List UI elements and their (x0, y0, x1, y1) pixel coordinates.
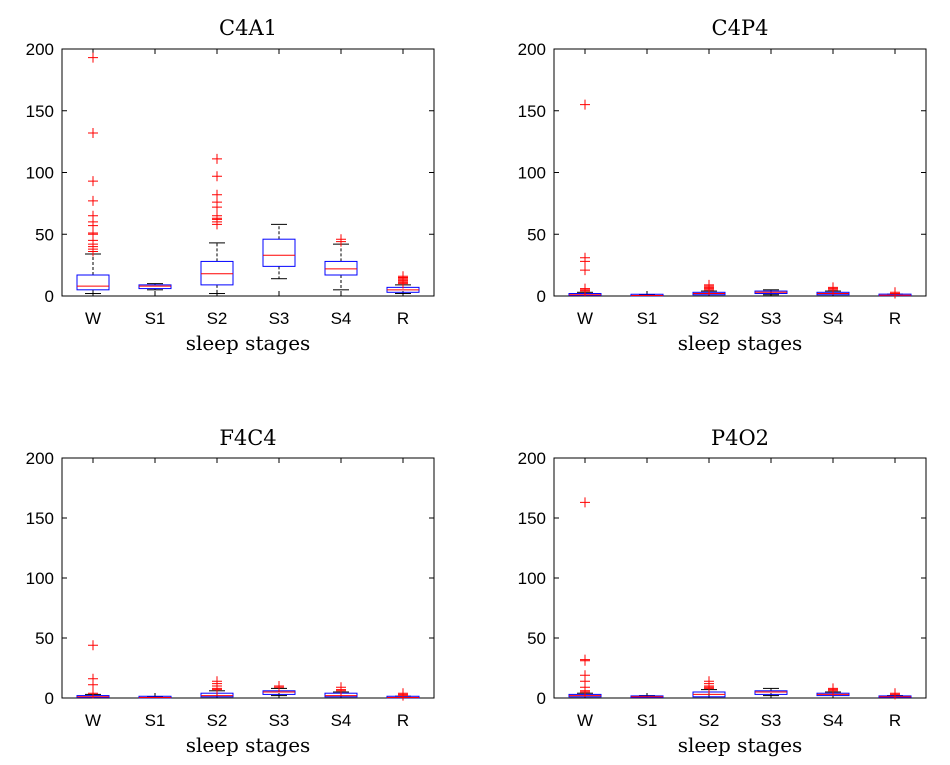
x-tick-label: S2 (699, 309, 720, 328)
outlier-marker (88, 195, 98, 206)
outlier-marker (828, 282, 838, 293)
outlier-marker (890, 688, 900, 699)
y-tick-label: 50 (527, 225, 546, 244)
x-tick-label: S3 (269, 309, 290, 328)
subplot-c4p4: C4P4 sleep stages 0 50 100 150 200 W S1 S2 S3 S4 R (518, 16, 927, 355)
outlier-marker (580, 497, 590, 508)
outlier-marker (88, 688, 98, 699)
outlier-marker (212, 210, 222, 221)
x-tick-label: S2 (207, 711, 228, 730)
outlier-marker (88, 673, 98, 684)
y-tick-label: 150 (26, 509, 54, 528)
y-tick-label: 200 (26, 449, 54, 468)
x-tick-label: S2 (207, 309, 228, 328)
y-tick-label: 0 (537, 287, 546, 306)
y-tick-label: 150 (518, 509, 546, 528)
y-tick-label: 100 (518, 164, 546, 183)
subplot-title: C4A1 (219, 16, 277, 40)
outlier-marker (580, 670, 590, 681)
x-axis-label: sleep stages (678, 331, 803, 355)
x-tick-label: R (397, 711, 409, 730)
x-tick-label: R (889, 309, 901, 328)
outlier-marker (580, 252, 590, 263)
subplot-title: F4C4 (219, 426, 276, 450)
y-tick-label: 100 (26, 164, 54, 183)
outlier-marker (580, 654, 590, 665)
outlier-marker (212, 676, 222, 687)
x-tick-label: S4 (331, 711, 352, 730)
subplot-p4o2: P4O2 sleep stages 0 50 100 150 200 W S1 S2 S3 S4 R (518, 426, 927, 757)
outlier-marker (212, 153, 222, 164)
outlier-marker (88, 176, 98, 187)
outlier-marker (212, 171, 222, 182)
y-tick-label: 150 (26, 102, 54, 121)
iqr-box (324, 260, 358, 276)
x-tick-label: S4 (823, 711, 844, 730)
y-tick-label: 200 (26, 40, 54, 59)
y-tick-label: 50 (35, 629, 54, 648)
y-tick-label: 0 (45, 287, 54, 306)
outlier-marker (88, 52, 98, 63)
outlier-marker (88, 127, 98, 138)
x-tick-label: S4 (331, 309, 352, 328)
outlier-marker (336, 682, 346, 693)
outlier-marker (274, 681, 284, 691)
x-tick-label: S3 (761, 309, 782, 328)
outlier-marker (212, 189, 222, 200)
iqr-box (262, 238, 296, 267)
y-tick-label: 0 (537, 689, 546, 708)
outlier-marker (336, 234, 346, 245)
subplot-f4c4: F4C4 sleep stages 0 50 100 150 200 W S1 S2 S3 S4 R (26, 426, 435, 757)
x-axis-label: sleep stages (186, 331, 311, 355)
outlier-marker (88, 210, 98, 221)
y-tick-label: 50 (527, 629, 546, 648)
x-tick-label: S3 (269, 711, 290, 730)
x-tick-label: S1 (637, 711, 658, 730)
x-tick-label: W (577, 309, 593, 328)
outlier-marker (398, 271, 408, 282)
iqr-box (76, 274, 110, 291)
iqr-box (138, 284, 172, 290)
x-tick-label: S4 (823, 309, 844, 328)
iqr-box (754, 690, 788, 695)
outlier-marker (580, 99, 590, 110)
x-tick-label: S1 (637, 309, 658, 328)
iqr-box (200, 260, 234, 286)
subplot-title: C4P4 (712, 16, 769, 40)
y-tick-label: 100 (26, 569, 54, 588)
x-tick-label: S2 (699, 711, 720, 730)
subplot-c4a1: C4A1 sleep stages 0 50 100 150 200 W S1 S2 S3 S4 R (26, 16, 435, 355)
y-tick-label: 200 (518, 40, 546, 59)
y-tick-label: 0 (45, 689, 54, 708)
x-tick-label: R (397, 309, 409, 328)
outlier-marker (890, 287, 900, 298)
x-tick-label: S3 (761, 711, 782, 730)
x-tick-label: W (577, 711, 593, 730)
x-tick-label: R (889, 711, 901, 730)
outlier-marker (580, 283, 590, 294)
outlier-marker (398, 688, 408, 699)
outlier-marker (88, 640, 98, 651)
subplot-title: P4O2 (711, 426, 769, 450)
y-tick-label: 100 (518, 569, 546, 588)
outlier-marker (704, 279, 714, 290)
outlier-marker (580, 265, 590, 276)
outlier-marker (828, 683, 838, 694)
outlier-marker (704, 676, 714, 687)
x-tick-label: W (85, 309, 101, 328)
y-tick-label: 50 (35, 225, 54, 244)
x-tick-label: S1 (145, 309, 166, 328)
y-tick-label: 150 (518, 102, 546, 121)
x-axis-label: sleep stages (186, 733, 311, 757)
x-axis-label: sleep stages (678, 733, 803, 757)
x-tick-label: S1 (145, 711, 166, 730)
x-tick-label: W (85, 711, 101, 730)
y-tick-label: 200 (518, 449, 546, 468)
